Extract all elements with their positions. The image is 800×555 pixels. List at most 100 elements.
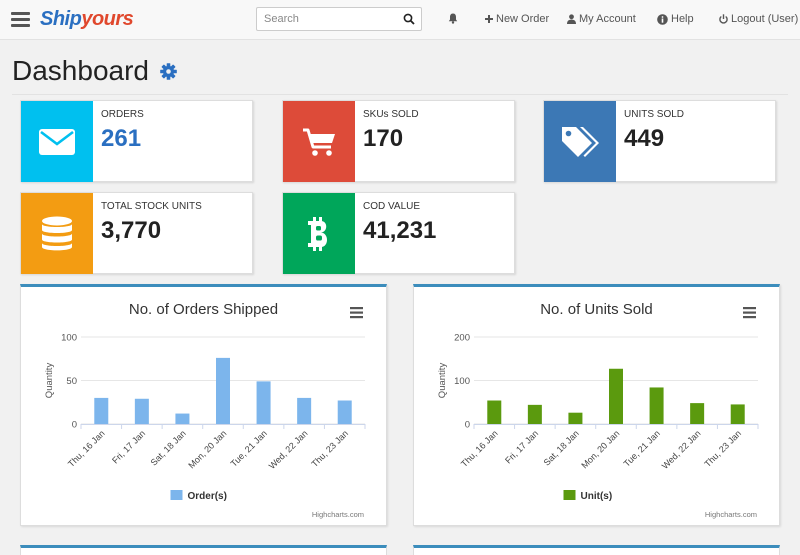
stat-label: COD VALUE — [363, 201, 421, 212]
bar-chart: No. of Orders Shipped 0 50 100 Quantity Thu, … — [44, 301, 366, 519]
stat-card-total-stock-units[interactable]: TOTAL STOCK UNITS 3,770 — [20, 192, 253, 274]
user-icon — [567, 14, 576, 24]
y-tick-label: 0 — [465, 420, 470, 431]
stat-icon-box — [283, 193, 355, 274]
x-tick-label: Thu, 16 Jan — [459, 428, 500, 469]
lower-panel-stub — [413, 545, 780, 555]
stat-label: UNITS SOLD — [624, 109, 685, 120]
units-sold-chart-panel: No. of Units Sold 0 100 200 Quantity Thu, 16 … — [413, 284, 780, 526]
help-link[interactable]: Help — [657, 13, 694, 25]
logout-link[interactable]: Logout (User) — [719, 13, 798, 25]
bar[interactable] — [175, 413, 190, 424]
bitcoin-icon — [308, 216, 327, 251]
cart-icon — [303, 128, 335, 156]
plus-icon — [485, 15, 493, 23]
chart-credits-link[interactable]: Highcharts.com — [705, 510, 757, 519]
x-tick-label: Mon, 20 Jan — [579, 428, 621, 470]
search-icon[interactable] — [403, 13, 415, 25]
bar[interactable] — [690, 403, 705, 424]
legend-swatch — [170, 490, 183, 500]
bar[interactable] — [527, 404, 542, 424]
stat-icon-box — [21, 101, 93, 182]
x-tick-label: Fri, 17 Jan — [503, 428, 540, 465]
chart-legend-item[interactable]: Order(s) — [170, 490, 227, 502]
x-tick-label: Thu, 23 Jan — [309, 428, 350, 469]
chart-menu-icon[interactable] — [350, 307, 363, 319]
envelope-icon — [39, 128, 75, 155]
bar-chart: No. of Units Sold 0 100 200 Quantity Thu, 16 … — [437, 301, 759, 519]
bar[interactable] — [94, 397, 109, 424]
stat-icon-box — [544, 101, 616, 182]
orders-shipped-chart-panel: No. of Orders Shipped 0 50 100 Quantity Thu, … — [20, 284, 387, 526]
bar[interactable] — [730, 404, 745, 424]
bar[interactable] — [337, 400, 352, 424]
title-divider — [12, 94, 788, 95]
stat-card-skus-sold[interactable]: SKUs SOLD 170 — [282, 100, 515, 182]
logout-label: Logout (User) — [731, 13, 799, 25]
bar[interactable] — [134, 398, 149, 424]
y-tick-label: 100 — [61, 333, 77, 344]
stat-card-orders[interactable]: ORDERS 261 — [20, 100, 253, 182]
y-tick-label: 0 — [72, 420, 77, 431]
chart-legend-item[interactable]: Unit(s) — [563, 490, 613, 502]
my-account-link[interactable]: My Account — [567, 13, 636, 25]
y-tick-label: 100 — [454, 376, 470, 387]
bar[interactable] — [609, 368, 623, 424]
chart-title: No. of Units Sold — [540, 301, 653, 318]
stat-card-units-sold[interactable]: UNITS SOLD 449 — [543, 100, 776, 182]
menu-toggle-icon[interactable] — [11, 11, 30, 28]
y-axis-title: Quantity — [437, 363, 448, 399]
x-tick-label: Fri, 17 Jan — [110, 428, 147, 465]
bar[interactable] — [649, 387, 664, 424]
stat-value: 41,231 — [363, 217, 437, 244]
bar[interactable] — [216, 357, 230, 424]
x-tick-label: Thu, 16 Jan — [66, 428, 107, 469]
stat-icon-box — [283, 101, 355, 182]
x-tick-label: Tue, 21 Jan — [622, 428, 662, 468]
power-icon — [719, 14, 728, 24]
notifications-bell-icon[interactable] — [448, 13, 458, 24]
stat-value: 261 — [101, 125, 142, 152]
x-tick-label: Thu, 23 Jan — [702, 428, 743, 469]
legend-label: Unit(s) — [581, 491, 613, 502]
stat-label: ORDERS — [101, 109, 144, 120]
top-navbar: Shipyours New Order My Account Help Logo… — [0, 0, 800, 40]
chart-credits-link[interactable]: Highcharts.com — [312, 510, 364, 519]
stat-value: 449 — [624, 125, 665, 152]
legend-swatch — [563, 490, 576, 500]
help-label: Help — [671, 13, 694, 25]
y-axis-title: Quantity — [44, 363, 55, 399]
x-tick-label: Wed, 22 Jan — [660, 428, 703, 471]
my-account-label: My Account — [579, 13, 636, 25]
x-tick-label: Tue, 21 Jan — [229, 428, 269, 468]
chart-title: No. of Orders Shipped — [129, 301, 278, 318]
stat-value: 170 — [363, 125, 404, 152]
bar[interactable] — [487, 400, 502, 424]
x-tick-label: Mon, 20 Jan — [186, 428, 228, 470]
bar[interactable] — [297, 397, 312, 424]
new-order-label: New Order — [496, 13, 550, 25]
logo[interactable]: Shipyours — [40, 8, 134, 30]
stat-label: SKUs SOLD — [363, 109, 419, 120]
tags-icon — [562, 126, 599, 157]
search-input[interactable] — [257, 8, 397, 30]
page-title: Dashboard — [12, 55, 149, 86]
gear-icon[interactable] — [160, 63, 177, 80]
stat-card-cod-value[interactable]: COD VALUE 41,231 — [282, 192, 515, 274]
lower-panel-stub — [20, 545, 387, 555]
x-tick-label: Wed, 22 Jan — [267, 428, 310, 471]
y-tick-label: 50 — [66, 376, 77, 387]
database-icon — [42, 216, 72, 250]
stat-label: TOTAL STOCK UNITS — [101, 201, 202, 212]
chart-menu-icon[interactable] — [743, 307, 756, 319]
legend-label: Order(s) — [188, 491, 227, 502]
y-tick-label: 200 — [454, 333, 470, 344]
info-circle-icon — [657, 13, 668, 25]
stat-value: 3,770 — [101, 217, 162, 244]
stat-icon-box — [21, 193, 93, 274]
bar[interactable] — [256, 381, 271, 424]
new-order-link[interactable]: New Order — [485, 13, 549, 25]
x-tick-label: Sat, 18 Jan — [149, 428, 188, 467]
bar[interactable] — [568, 412, 583, 424]
search-box — [256, 7, 422, 31]
